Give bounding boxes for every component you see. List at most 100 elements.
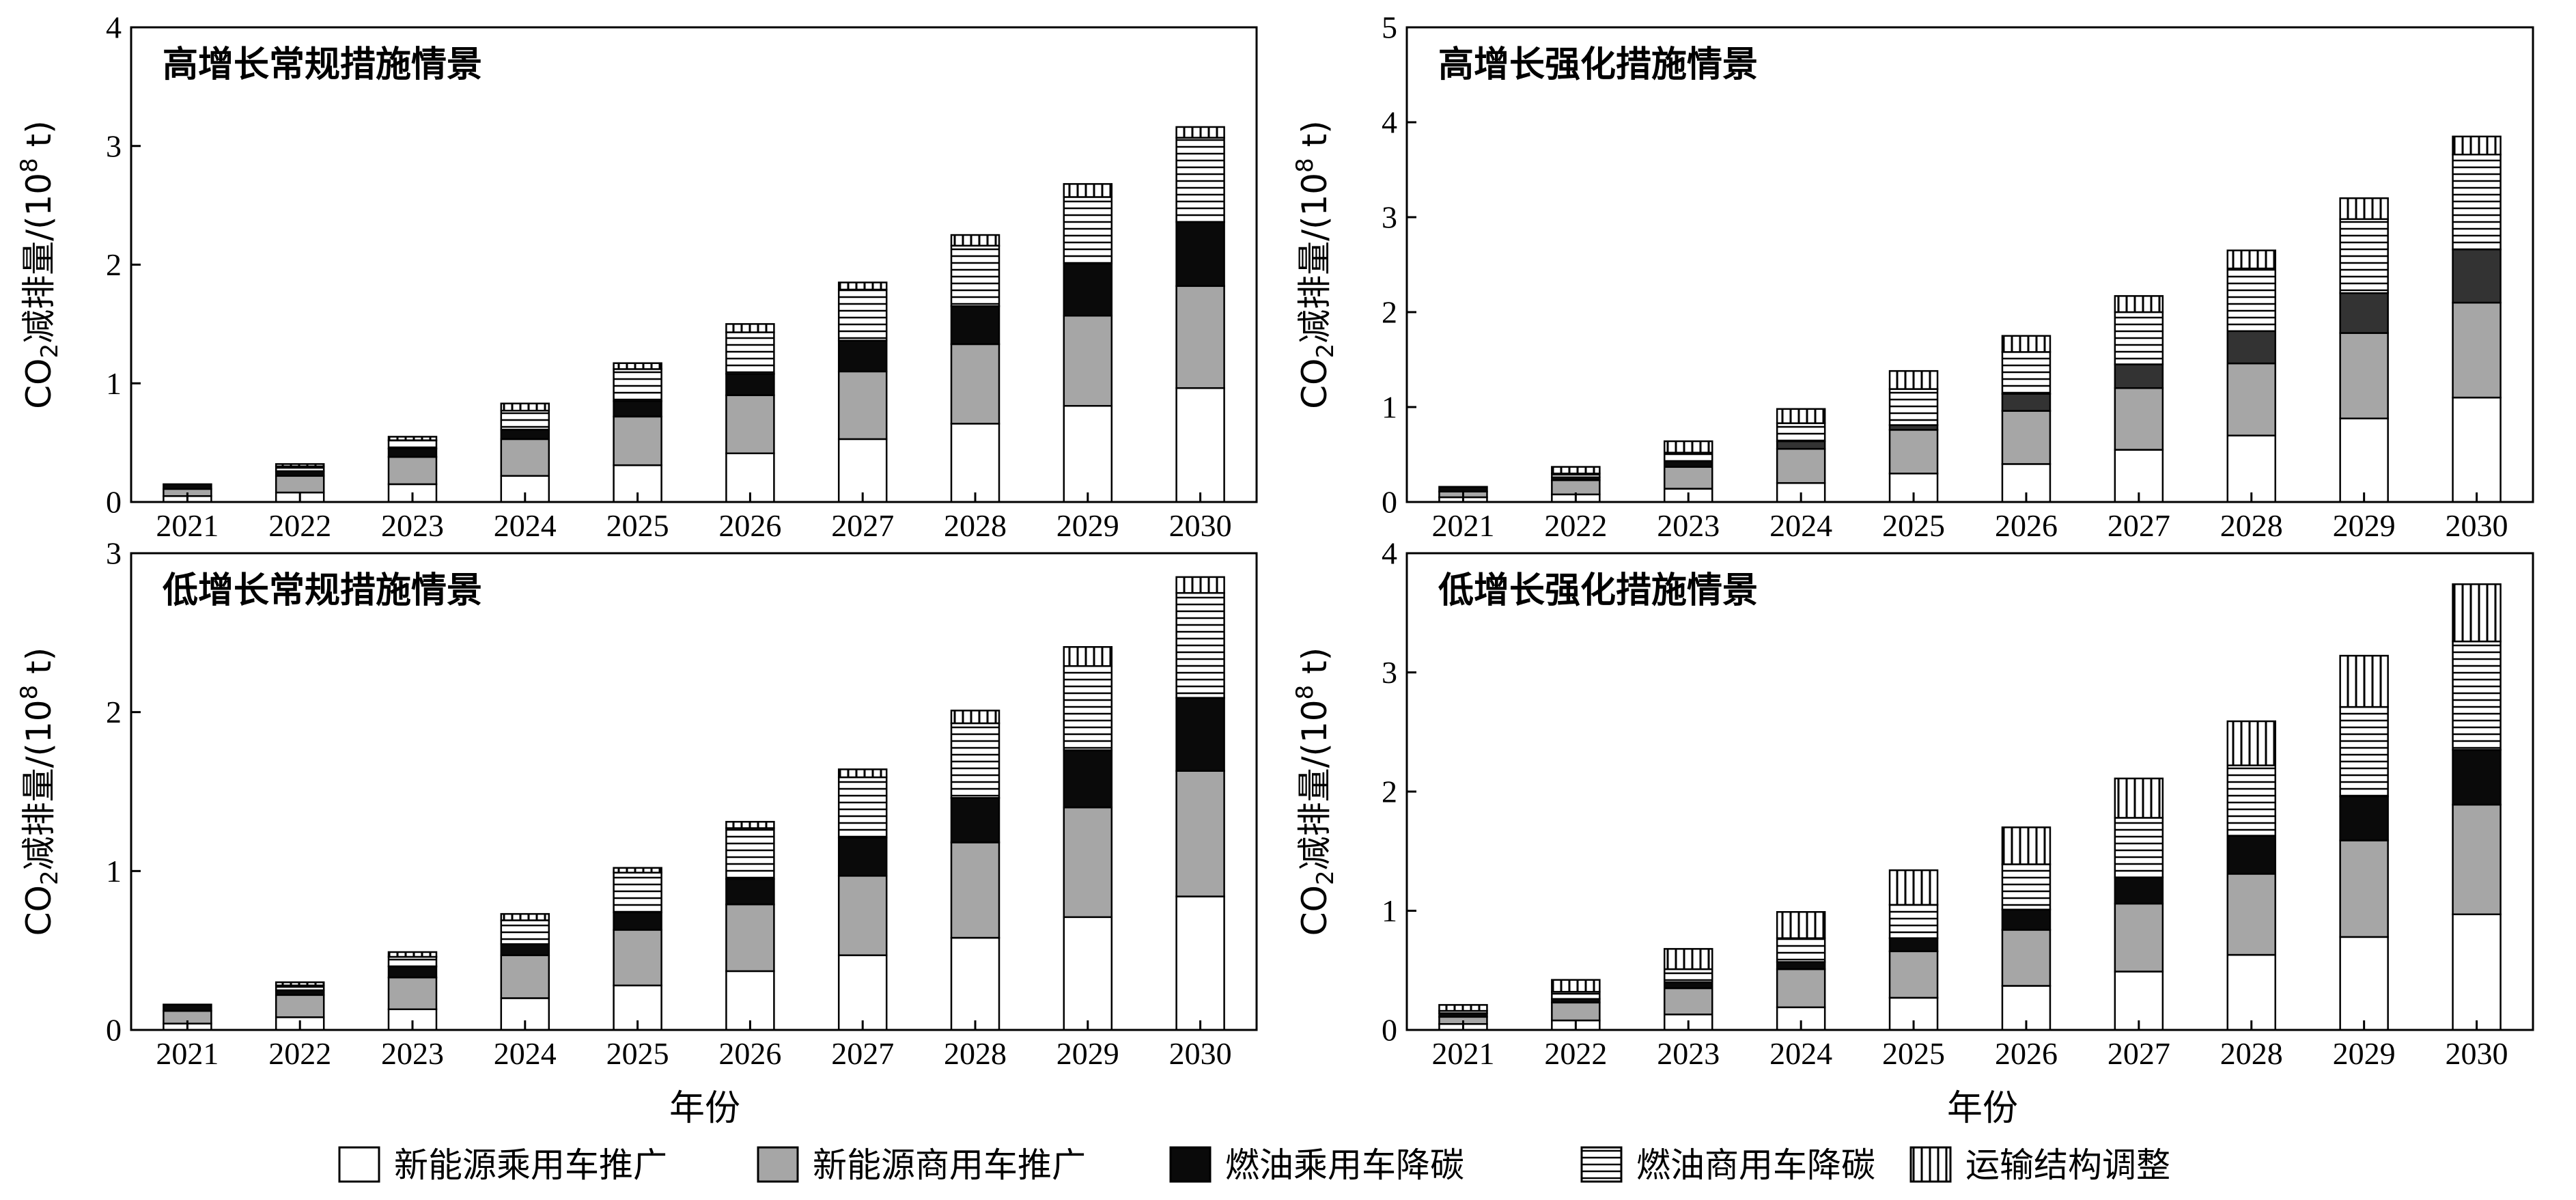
bar-segment-2029-s3 <box>2339 218 2389 294</box>
x-tick-label: 2029 <box>1056 508 1119 543</box>
y-axis-label: CO2减排量/(108 t) <box>16 120 64 409</box>
bar-segment-2029-s2 <box>1063 749 1113 809</box>
bar-segment-2024-s4 <box>500 402 550 412</box>
bar-segment-2025-s1 <box>613 929 662 987</box>
x-tick-label: 2029 <box>2333 1036 2396 1071</box>
x-tick-label: 2027 <box>831 508 894 543</box>
x-tick-label: 2024 <box>1769 508 1832 543</box>
bars <box>1438 583 2502 1031</box>
y-axis-label-part: 8 <box>16 158 43 173</box>
bar-segment-2024-s4 <box>1776 910 1826 939</box>
bar-segment-2030-s2 <box>1175 697 1225 772</box>
legend-swatch-1 <box>757 1146 799 1183</box>
bar-segment-2023-s3 <box>387 439 438 450</box>
y-axis-label-part: 2 <box>1312 870 1339 885</box>
x-axis-label-right: 年份 <box>1947 1088 2018 1129</box>
x-tick-label: 2025 <box>606 1036 669 1071</box>
bar-segment-2025-s1 <box>1888 429 1939 475</box>
y-axis-label-part: t) <box>19 647 59 685</box>
bar-segment-2025-s3 <box>613 871 662 914</box>
y-tick-label: 4 <box>106 10 122 45</box>
bars <box>163 576 1225 1031</box>
bar-segment-2029-s2 <box>1063 262 1113 317</box>
bar-segment-2021-s2 <box>163 483 212 490</box>
bar-segment-2028-s3 <box>2226 764 2276 837</box>
bar-segment-2024-s3 <box>500 409 550 431</box>
legend-swatch-2 <box>1169 1146 1212 1183</box>
bar-segment-2026-s4 <box>2001 335 2052 353</box>
y-axis-label-part: CO <box>19 359 59 409</box>
bar-segment-2023-s3 <box>1664 451 1713 462</box>
legend-swatch-3 <box>1580 1146 1623 1183</box>
bar-segment-2028-s3 <box>950 722 1000 799</box>
x-tick-label: 2025 <box>606 508 669 543</box>
y-tick-label: 5 <box>1382 10 1397 45</box>
bar-segment-2030-s4 <box>2452 135 2502 156</box>
x-tick-label: 2026 <box>1995 508 2058 543</box>
bar-segment-2023-s4 <box>1664 440 1713 454</box>
bar-segment-2026-s2 <box>2001 393 2052 412</box>
bar-segment-2026-s1 <box>2001 929 2052 987</box>
panel-title: 低增长强化措施情景 <box>1438 570 1758 611</box>
bar-segment-2030-s2 <box>1175 221 1225 288</box>
x-tick-label: 2021 <box>156 1036 219 1071</box>
bar-segment-2026-s2 <box>2001 908 2052 931</box>
bar-segment-2027-s4 <box>2114 777 2164 819</box>
y-tick-label: 4 <box>1382 536 1397 571</box>
legend-label-3: 燃油商用车降碳 <box>1636 1145 1875 1185</box>
bar-segment-2028-s1 <box>2226 873 2276 956</box>
bar-segment-2027-s2 <box>2114 876 2164 905</box>
y-tick-label: 3 <box>1382 200 1397 235</box>
x-tick-label: 2030 <box>1169 1036 1232 1071</box>
x-tick-label: 2026 <box>1995 1036 2058 1071</box>
bar-segment-2027-s1 <box>2114 387 2164 451</box>
bar-segment-2029-s0 <box>2339 936 2389 1031</box>
legend: 新能源乘用车推广 新能源商用车推广 燃油乘用车降碳 燃油商用车降碳 运输结构调整 <box>338 1145 2170 1185</box>
bar-segment-2025-s3 <box>1888 904 1939 939</box>
bar-segment-2028-s4 <box>950 234 1000 247</box>
bar-segment-2029-s0 <box>1063 916 1113 1031</box>
y-axis-label-part: 2 <box>1312 344 1339 359</box>
bar-segment-2025-s2 <box>1888 937 1939 953</box>
bar-segment-2029-s2 <box>2339 795 2389 841</box>
bar-segment-2025-s3 <box>1888 388 1939 426</box>
y-tick-label: 0 <box>1382 1013 1397 1048</box>
y-axis-label-part: 减排量/(10 <box>1295 173 1334 344</box>
x-tick-label: 2029 <box>2333 508 2396 543</box>
bar-segment-2029-s3 <box>1063 196 1113 265</box>
y-tick-label: 2 <box>106 695 122 729</box>
x-tick-label: 2028 <box>2220 1036 2283 1071</box>
bar-segment-2028-s0 <box>2226 953 2276 1031</box>
x-tick-label: 2022 <box>268 1036 331 1071</box>
y-tick-label: 1 <box>106 854 122 889</box>
bar-segment-2025-s4 <box>613 362 662 370</box>
bar-segment-2024-s1 <box>1776 447 1826 484</box>
bar-segment-2026-s2 <box>725 373 775 396</box>
bar-segment-2027-s3 <box>837 288 888 341</box>
bar-segment-2026-s1 <box>725 394 775 455</box>
bar-segment-2029-s1 <box>2339 839 2389 938</box>
bar-segment-2030-s1 <box>1175 285 1225 389</box>
panel-title: 低增长常规措施情景 <box>163 570 482 611</box>
y-tick-label: 1 <box>106 366 122 401</box>
bar-segment-2025-s4 <box>1888 369 1939 390</box>
bar-segment-2024-s2 <box>500 428 550 441</box>
y-axis-label-part: CO <box>19 885 59 936</box>
bar-segment-2022-s1 <box>275 475 325 494</box>
bar-segment-2024-s2 <box>1776 961 1826 971</box>
bar-segment-2024-s3 <box>1776 422 1826 443</box>
bar-segment-2023-s1 <box>387 976 438 1011</box>
bar-segment-2029-s3 <box>1063 665 1113 751</box>
bar-segment-2026-s3 <box>725 331 775 375</box>
bar-segment-2029-s0 <box>1063 405 1113 503</box>
x-tick-label: 2028 <box>2220 508 2283 543</box>
bar-segment-2023-s1 <box>1664 987 1713 1016</box>
x-tick-label: 2027 <box>831 1036 894 1071</box>
x-tick-label: 2027 <box>2108 508 2170 543</box>
x-tick-label: 2027 <box>2108 1036 2170 1071</box>
bars <box>1438 135 2502 503</box>
legend-swatch-0 <box>338 1146 380 1183</box>
bar-segment-2023-s4 <box>1664 948 1713 971</box>
y-axis-label-part: CO <box>1295 359 1334 409</box>
bar-segment-2023-s2 <box>1664 460 1713 468</box>
